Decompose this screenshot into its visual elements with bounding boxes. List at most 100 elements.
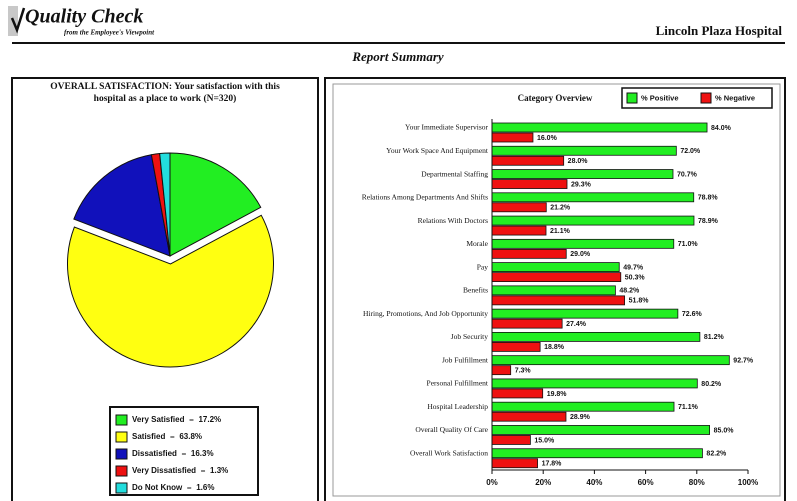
- bar: [491, 262, 620, 273]
- bar-panel: [324, 77, 786, 501]
- bar: [491, 272, 622, 283]
- bar: [491, 285, 616, 296]
- bar: [491, 295, 626, 306]
- value-label: 51.8%: [629, 298, 650, 305]
- bar: [491, 248, 567, 259]
- value-label: 16.0%: [537, 135, 558, 142]
- value-label: 48.2%: [619, 288, 640, 295]
- category-label: Hospital Leadership: [427, 402, 488, 411]
- bar: [491, 341, 541, 352]
- category-label: Overall Work Satisfaction: [410, 448, 488, 457]
- value-label: 72.0%: [680, 148, 701, 155]
- bar: [491, 155, 565, 166]
- x-tick-label: 60%: [638, 478, 654, 487]
- bar: [491, 308, 679, 319]
- x-tick-label: 40%: [586, 478, 602, 487]
- bar: [491, 215, 695, 226]
- legend-swatch: [626, 92, 638, 104]
- category-label: Job Fulfillment: [442, 355, 489, 364]
- value-label: 92.7%: [733, 358, 754, 365]
- value-label: 29.3%: [571, 181, 592, 188]
- legend-swatch: [115, 431, 128, 443]
- pie-panel: [11, 77, 319, 501]
- legend-swatch: [115, 465, 128, 477]
- bar: [491, 365, 512, 376]
- legend-label: % Negative: [715, 93, 755, 102]
- value-label: 50.3%: [625, 274, 646, 281]
- logo: Quality Check: [25, 6, 143, 28]
- category-label: Relations Among Departments And Shifts: [362, 193, 488, 202]
- bar: [491, 122, 708, 133]
- value-label: 82.2%: [706, 451, 727, 458]
- bar: [491, 425, 711, 435]
- legend-value: 17.2%: [198, 415, 221, 424]
- value-label: 15.0%: [534, 437, 555, 444]
- legend-value: 1.6%: [196, 483, 214, 492]
- value-label: 21.2%: [550, 205, 571, 212]
- category-label: Hiring, Promotions, And Job Opportunity: [363, 309, 488, 318]
- value-label: 29.0%: [570, 251, 591, 258]
- value-label: 7.3%: [515, 368, 532, 375]
- logo-check: [10, 7, 26, 34]
- bar-title: Category Overview: [518, 93, 593, 103]
- value-label: 78.9%: [698, 218, 719, 225]
- category-label: Your Immediate Supervisor: [405, 123, 488, 132]
- value-label: 72.6%: [682, 311, 703, 318]
- logo-tagline: from the Employee's Viewpoint: [64, 29, 155, 37]
- category-label: Personal Fulfillment: [427, 379, 489, 388]
- bar: [491, 202, 547, 213]
- pie-title: OVERALL SATISFACTION: Your satisfaction …: [50, 82, 280, 92]
- pie-slice: [169, 152, 262, 257]
- bar: [491, 192, 695, 203]
- x-tick-label: 100%: [738, 478, 758, 487]
- bar: [491, 458, 538, 469]
- value-label: 28.0%: [568, 158, 589, 165]
- pie-slice: [67, 214, 275, 368]
- legend-label: Dissatisfied: [132, 449, 177, 458]
- bar: [491, 355, 730, 366]
- legend-value: 63.8%: [179, 432, 202, 441]
- bar: [491, 448, 703, 459]
- value-label: 84.0%: [711, 125, 732, 132]
- value-label: 17.8%: [542, 461, 563, 468]
- legend-swatch: [115, 448, 128, 460]
- x-tick-label: 20%: [535, 478, 551, 487]
- organization: Lincoln Plaza Hospital: [656, 23, 783, 38]
- bar: [491, 225, 547, 236]
- legend-label: % Positive: [641, 93, 679, 102]
- pie-legend: [109, 406, 259, 496]
- pie-slice: [159, 152, 171, 257]
- legend-swatch: [700, 92, 712, 104]
- value-label: 18.8%: [544, 344, 565, 351]
- bar: [491, 132, 534, 143]
- value-label: 27.4%: [566, 321, 587, 328]
- bar: [491, 378, 698, 389]
- legend-swatch: [115, 482, 128, 494]
- legend-label: Satisfied: [132, 432, 165, 441]
- bar: [491, 331, 701, 342]
- legend-swatch: [115, 414, 128, 426]
- legend-label: Do Not Know: [132, 483, 183, 492]
- pie-title: hospital as a place to work (N=320): [94, 93, 237, 104]
- x-tick-label: 80%: [689, 478, 705, 487]
- category-label: Departmental Staffing: [421, 169, 488, 178]
- value-label: 70.7%: [677, 171, 698, 178]
- value-label: 81.2%: [704, 334, 725, 341]
- value-label: 78.8%: [698, 195, 719, 202]
- bar: [491, 169, 674, 179]
- report-subtitle: Report Summary: [351, 49, 444, 64]
- bar: [491, 411, 567, 422]
- bar: [491, 145, 677, 156]
- legend-value: 16.3%: [191, 449, 214, 458]
- value-label: 19.8%: [547, 391, 568, 398]
- value-label: 71.1%: [678, 404, 699, 411]
- category-label: Morale: [466, 239, 488, 248]
- legend-label: Very Dissatisfied: [132, 466, 196, 475]
- value-label: 71.0%: [678, 241, 699, 248]
- bar: [491, 318, 563, 329]
- value-label: 85.0%: [714, 427, 735, 434]
- pie-slice: [73, 154, 171, 257]
- bar: [491, 435, 531, 445]
- value-label: 28.9%: [570, 414, 591, 421]
